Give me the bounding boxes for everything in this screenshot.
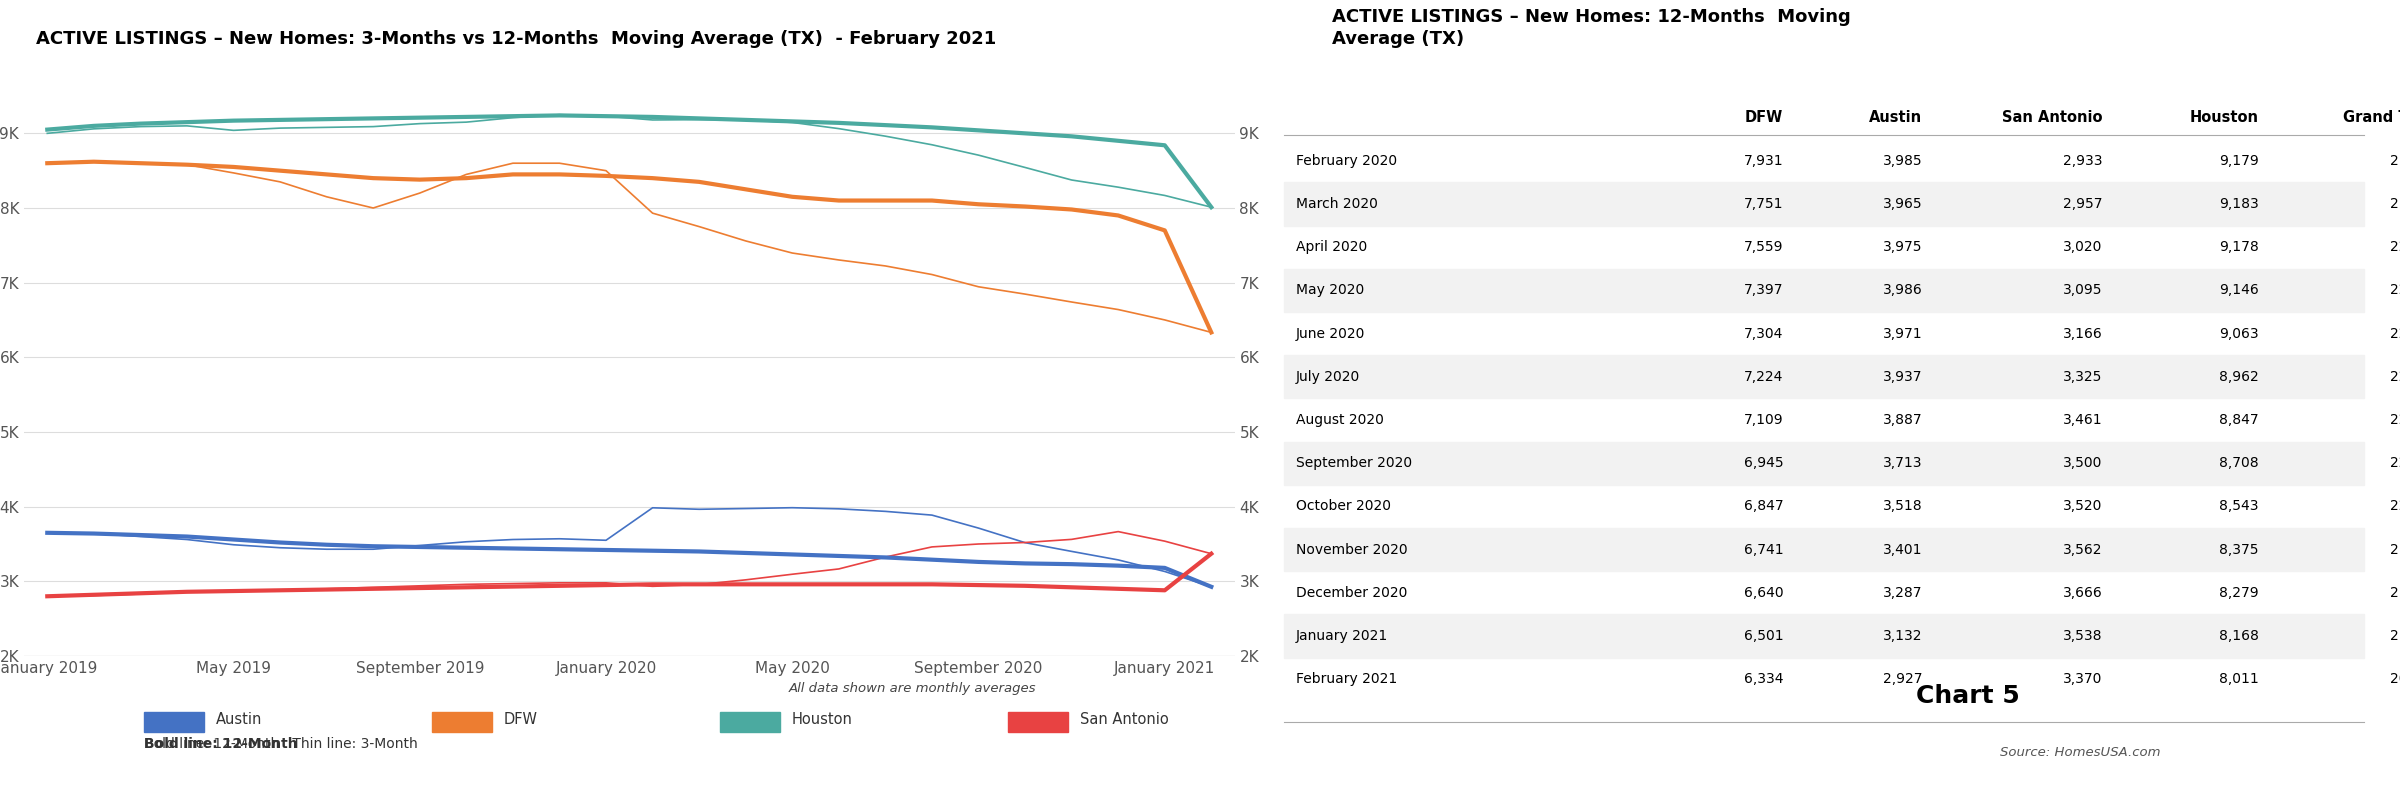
Text: Bold line: 12-Month   Thin line: 3-Month: Bold line: 12-Month Thin line: 3-Month [144, 737, 418, 751]
Text: Chart 5: Chart 5 [1915, 684, 2021, 708]
Text: 3,325: 3,325 [2064, 370, 2102, 384]
Text: 9,178: 9,178 [2218, 240, 2258, 254]
Text: 21,764: 21,764 [2390, 154, 2400, 168]
Text: 3,713: 3,713 [1884, 456, 1922, 470]
Text: May 2020: May 2020 [1296, 283, 1363, 298]
Text: DFW: DFW [1745, 110, 1783, 125]
Text: 3,166: 3,166 [2062, 326, 2102, 341]
Text: 22,586: 22,586 [2390, 413, 2400, 427]
Text: 8,962: 8,962 [2218, 370, 2258, 384]
Text: 6,501: 6,501 [1742, 629, 1783, 643]
Text: 8,543: 8,543 [2220, 499, 2258, 514]
Text: San Antonio: San Antonio [2002, 110, 2102, 125]
Text: 7,224: 7,224 [1745, 370, 1783, 384]
Text: 21,339: 21,339 [2390, 629, 2400, 643]
Text: 9,063: 9,063 [2218, 326, 2258, 341]
Text: 3,971: 3,971 [1882, 326, 1922, 341]
Text: Bold line: 12-Month: Bold line: 12-Month [144, 737, 298, 751]
Text: 9,179: 9,179 [2218, 154, 2258, 168]
Text: 3,095: 3,095 [2064, 283, 2102, 298]
Text: Austin: Austin [216, 713, 262, 727]
Text: 3,562: 3,562 [2064, 542, 2102, 557]
Text: Houston: Houston [2189, 110, 2258, 125]
Text: ACTIVE LISTINGS – New Homes: 12-Months  Moving
Average (TX): ACTIVE LISTINGS – New Homes: 12-Months M… [1332, 8, 1850, 48]
Text: 3,887: 3,887 [1882, 413, 1922, 427]
Text: 22,367: 22,367 [2390, 456, 2400, 470]
Text: 6,640: 6,640 [1742, 586, 1783, 600]
Text: 2,933: 2,933 [2064, 154, 2102, 168]
Text: 2,927: 2,927 [1884, 672, 1922, 686]
Text: 9,183: 9,183 [2218, 197, 2258, 211]
Text: 6,847: 6,847 [1742, 499, 1783, 514]
Text: 3,986: 3,986 [1882, 283, 1922, 298]
Text: August 2020: August 2020 [1296, 413, 1385, 427]
Text: 3,937: 3,937 [1884, 370, 1922, 384]
Text: 3,500: 3,500 [2064, 456, 2102, 470]
Text: Houston: Houston [792, 713, 852, 727]
Text: July 2020: July 2020 [1296, 370, 1361, 384]
Text: June 2020: June 2020 [1296, 326, 1366, 341]
Text: 7,397: 7,397 [1745, 283, 1783, 298]
Text: November 2020: November 2020 [1296, 542, 1409, 557]
Text: 3,538: 3,538 [2064, 629, 2102, 643]
Text: 3,965: 3,965 [1882, 197, 1922, 211]
Text: September 2020: September 2020 [1296, 456, 1411, 470]
Text: DFW: DFW [504, 713, 538, 727]
Text: 7,304: 7,304 [1745, 326, 1783, 341]
Text: 3,287: 3,287 [1884, 586, 1922, 600]
Text: 3,020: 3,020 [2064, 240, 2102, 254]
Text: 8,847: 8,847 [2218, 413, 2258, 427]
Text: ACTIVE LISTINGS – New Homes: 3-Months vs 12-Months  Moving Average (TX)  - Febru: ACTIVE LISTINGS – New Homes: 3-Months vs… [36, 30, 996, 48]
Text: October 2020: October 2020 [1296, 499, 1392, 514]
Text: 3,401: 3,401 [1884, 542, 1922, 557]
Text: Austin: Austin [1870, 110, 1922, 125]
Text: 6,741: 6,741 [1742, 542, 1783, 557]
Text: 9,146: 9,146 [2218, 283, 2258, 298]
Text: 22,137: 22,137 [2390, 499, 2400, 514]
Text: 3,518: 3,518 [1882, 499, 1922, 514]
Text: 8,168: 8,168 [2218, 629, 2258, 643]
Text: 22,461: 22,461 [2390, 326, 2400, 341]
Text: San Antonio: San Antonio [1080, 713, 1169, 727]
Text: 21,872: 21,872 [2390, 586, 2400, 600]
Text: 21,928: 21,928 [2390, 197, 2400, 211]
Text: 22,296: 22,296 [2390, 283, 2400, 298]
Text: February 2021: February 2021 [1296, 672, 1397, 686]
Text: 3,370: 3,370 [2064, 672, 2102, 686]
Text: 3,975: 3,975 [1884, 240, 1922, 254]
Text: 3,132: 3,132 [1884, 629, 1922, 643]
Text: 21,964: 21,964 [2390, 542, 2400, 557]
Text: 3,461: 3,461 [2062, 413, 2102, 427]
Text: 8,708: 8,708 [2218, 456, 2258, 470]
Text: 7,559: 7,559 [1745, 240, 1783, 254]
Text: 6,945: 6,945 [1742, 456, 1783, 470]
Text: 6,334: 6,334 [1745, 672, 1783, 686]
Text: 7,109: 7,109 [1742, 413, 1783, 427]
Text: Grand Total: Grand Total [2342, 110, 2400, 125]
Text: 3,985: 3,985 [1882, 154, 1922, 168]
Text: January 2021: January 2021 [1296, 629, 1387, 643]
Text: December 2020: December 2020 [1296, 586, 1406, 600]
Text: March 2020: March 2020 [1296, 197, 1378, 211]
Text: 20,641: 20,641 [2390, 672, 2400, 686]
Text: 7,751: 7,751 [1745, 197, 1783, 211]
Text: 22,576: 22,576 [2390, 370, 2400, 384]
Text: 3,666: 3,666 [2062, 586, 2102, 600]
Text: February 2020: February 2020 [1296, 154, 1397, 168]
Text: 2,957: 2,957 [2064, 197, 2102, 211]
Text: 22,108: 22,108 [2390, 240, 2400, 254]
Text: 3,520: 3,520 [2064, 499, 2102, 514]
Text: All data shown are monthly averages: All data shown are monthly averages [787, 682, 1037, 695]
Text: 8,011: 8,011 [2218, 672, 2258, 686]
Text: April 2020: April 2020 [1296, 240, 1368, 254]
Text: 7,931: 7,931 [1742, 154, 1783, 168]
Text: 8,375: 8,375 [2220, 542, 2258, 557]
Text: Source: HomesUSA.com: Source: HomesUSA.com [1999, 746, 2160, 758]
Text: 8,279: 8,279 [2218, 586, 2258, 600]
